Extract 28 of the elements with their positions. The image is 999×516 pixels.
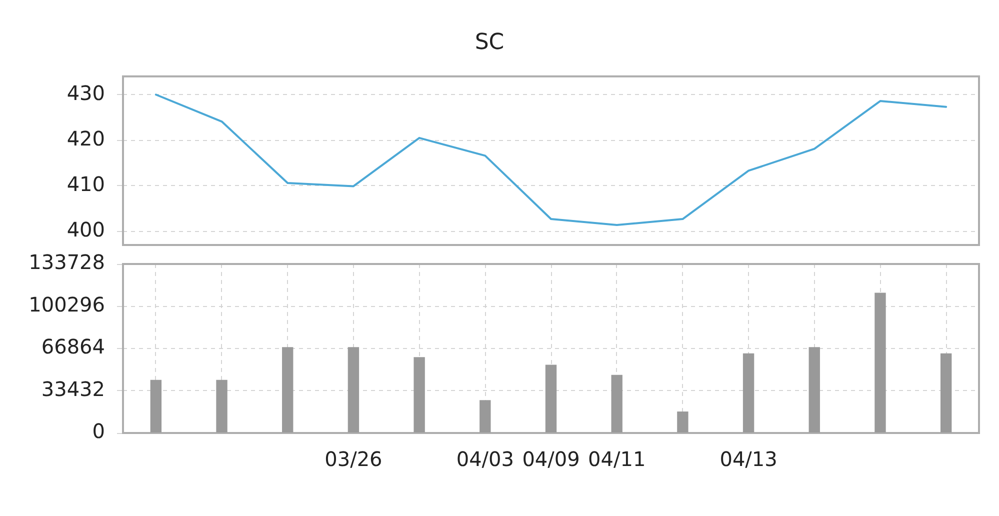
x-tick-label: 04/03 [456, 447, 514, 472]
x-tick-label: 03/26 [324, 447, 382, 472]
y-tick-label: 100296 [28, 292, 105, 316]
bar [150, 380, 162, 432]
bar [874, 292, 886, 432]
bar [742, 353, 754, 432]
y-tick-label: 33432 [41, 376, 105, 401]
y-tick-label: 400 [66, 218, 105, 242]
bar [611, 374, 622, 432]
y-tick-label: 66864 [41, 334, 105, 359]
bar [348, 347, 360, 432]
bar [677, 412, 688, 432]
bar [940, 353, 952, 432]
bar [545, 364, 557, 432]
y-tick-label: 420 [66, 126, 105, 150]
bar [480, 400, 491, 432]
x-tick-label: 04/09 [522, 447, 580, 472]
y-tick-label: 133728 [28, 250, 105, 274]
bar [808, 347, 820, 432]
y-tick-label: 430 [66, 80, 105, 105]
x-tick-label: 04/13 [720, 447, 778, 472]
bar [414, 357, 425, 432]
chart-title: SC [474, 30, 504, 55]
y-tick-label: 410 [66, 172, 105, 196]
x-tick-label: 04/11 [588, 447, 646, 472]
y-tick-label: 0 [92, 419, 105, 444]
bar [216, 380, 228, 432]
bar [282, 347, 294, 432]
